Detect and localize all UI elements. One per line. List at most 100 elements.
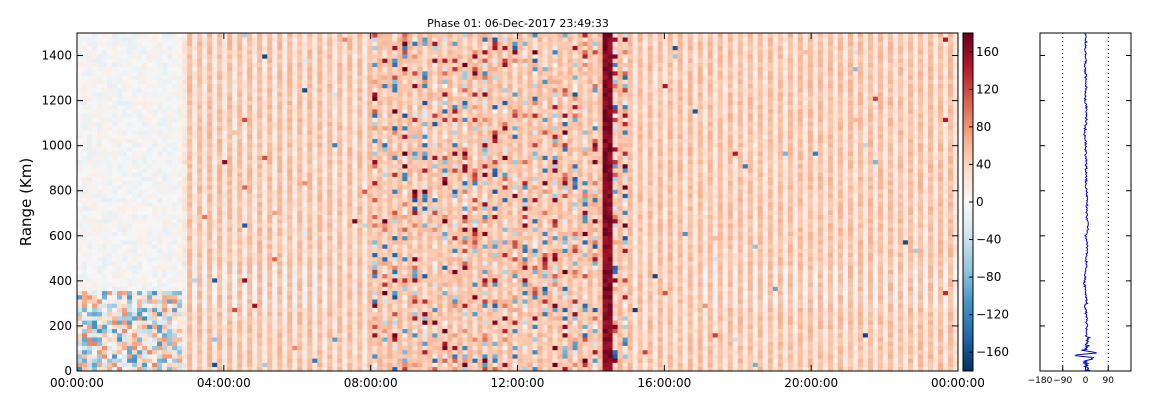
heatmap-cell: [217, 286, 223, 292]
heatmap-cell: [337, 354, 343, 359]
heatmap-cell: [382, 366, 388, 372]
heatmap-cell: [197, 62, 203, 68]
heatmap-cell: [112, 362, 118, 368]
heatmap-cell: [237, 256, 243, 262]
heatmap-cell: [372, 307, 378, 313]
heatmap-cell: [207, 49, 213, 55]
heatmap-cell: [82, 358, 88, 363]
heatmap-cell: [82, 142, 88, 148]
heatmap-cell: [347, 49, 353, 55]
heatmap-cell: [142, 278, 148, 283]
heatmap-cell: [292, 75, 298, 80]
heatmap-cell: [367, 41, 373, 46]
heatmap-cell: [272, 299, 278, 304]
heatmap-cell: [142, 223, 148, 228]
heatmap-cell: [92, 261, 98, 266]
heatmap-cell: [347, 151, 353, 156]
heatmap-cell: [362, 290, 368, 296]
heatmap-cell: [227, 231, 233, 237]
heatmap-cell: [342, 104, 348, 110]
heatmap-cell: [237, 240, 243, 245]
heatmap-cell: [102, 163, 108, 169]
heatmap-cell: [252, 324, 258, 330]
heatmap-cell: [232, 223, 238, 228]
heatmap-cell: [132, 66, 138, 72]
heatmap-cell: [157, 121, 163, 127]
heatmap-cell: [82, 210, 88, 215]
heatmap-cell: [217, 307, 223, 313]
heatmap-cell: [382, 354, 388, 359]
heatmap-cell: [197, 79, 203, 84]
heatmap-cell: [327, 345, 333, 351]
heatmap-cell: [167, 248, 173, 253]
heatmap-cell: [172, 366, 178, 372]
heatmap-cell: [277, 265, 283, 270]
heatmap-cell: [307, 324, 313, 330]
heatmap-cell: [212, 294, 218, 300]
heatmap-cell: [317, 223, 323, 228]
heatmap-cell: [332, 210, 338, 215]
heatmap-cell: [247, 189, 253, 194]
heatmap-cell: [182, 37, 188, 42]
heatmap-cell: [227, 189, 233, 194]
heatmap-cell: [152, 265, 158, 270]
heatmap-cell: [187, 121, 193, 127]
heatmap-cell: [182, 307, 188, 313]
heatmap-cell: [357, 354, 363, 359]
heatmap-cell: [272, 197, 278, 203]
heatmap-cell: [267, 197, 273, 203]
heatmap-cell: [132, 307, 138, 313]
heatmap-cell: [257, 273, 263, 279]
heatmap-cell: [377, 278, 383, 283]
heatmap-cell: [132, 210, 138, 215]
heatmap-cell: [267, 210, 273, 215]
heatmap-cell: [367, 273, 373, 279]
heatmap-cell: [177, 113, 183, 118]
heatmap-cell: [142, 214, 148, 220]
heatmap-cell: [282, 66, 288, 72]
heatmap-cell: [302, 142, 308, 148]
heatmap-cell: [272, 273, 278, 279]
heatmap-cell: [152, 163, 158, 169]
heatmap-cell: [277, 210, 283, 215]
heatmap-cell: [102, 71, 108, 76]
heatmap-cell: [372, 62, 378, 68]
heatmap-cell: [212, 142, 218, 148]
heatmap-cell: [212, 337, 218, 342]
heatmap-cell: [192, 142, 198, 148]
heatmap-cell: [302, 54, 308, 59]
heatmap-cell: [162, 341, 168, 346]
heatmap-cell: [132, 79, 138, 84]
heatmap-cell: [82, 33, 88, 38]
heatmap-cell: [302, 311, 308, 317]
heatmap-cell: [337, 71, 343, 76]
heatmap-cell: [252, 341, 258, 346]
heatmap-cell: [137, 286, 143, 292]
heatmap-cell: [277, 252, 283, 258]
heatmap-cell: [347, 37, 353, 42]
heatmap-cell: [187, 33, 193, 38]
heatmap-cell: [197, 117, 203, 123]
heatmap-cell: [307, 92, 313, 97]
heatmap-cell: [77, 58, 83, 63]
heatmap-cell: [212, 159, 218, 165]
heatmap-cell: [357, 278, 363, 283]
heatmap-cell: [247, 172, 253, 177]
heatmap-cell: [352, 303, 358, 308]
heatmap-cell: [187, 290, 193, 296]
heatmap-cell: [367, 256, 373, 262]
heatmap-cell: [137, 109, 143, 114]
heatmap-cell: [142, 92, 148, 97]
heatmap-cell: [227, 197, 233, 203]
heatmap-cell: [212, 172, 218, 177]
heatmap-cell: [122, 109, 128, 114]
heatmap-cell: [172, 109, 178, 114]
heatmap-cell: [87, 248, 93, 253]
heatmap-cell: [77, 92, 83, 97]
heatmap-cell: [112, 54, 118, 59]
heatmap-cell: [382, 311, 388, 317]
heatmap-cell: [137, 185, 143, 190]
heatmap-cell: [302, 62, 308, 68]
heatmap-cell: [262, 282, 268, 287]
heatmap-cell: [262, 261, 268, 266]
